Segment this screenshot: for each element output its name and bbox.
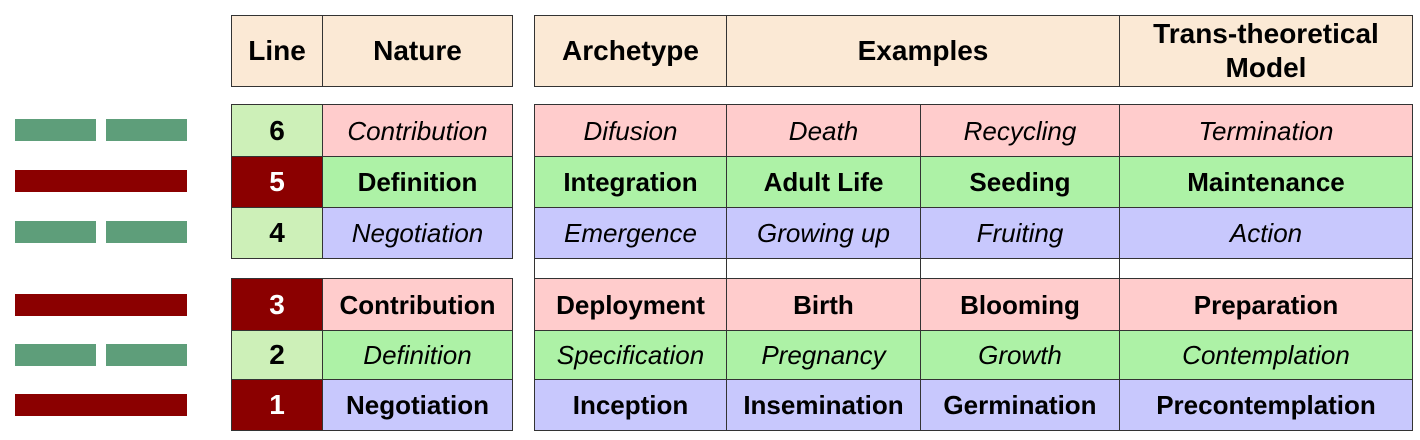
yin-segment-right xyxy=(106,344,187,366)
line-number-3: 3 xyxy=(231,278,323,331)
model-5: Maintenance xyxy=(1119,156,1413,208)
archetype-3: Deployment xyxy=(534,278,727,331)
header-line: Line xyxy=(231,15,323,87)
yin-segment-left xyxy=(15,344,96,366)
spacer-example-plant xyxy=(920,258,1120,279)
example-plant-3: Blooming xyxy=(920,278,1120,331)
header-trans-theoretical-model: Trans-theoretical Model xyxy=(1119,15,1413,87)
line-number-5: 5 xyxy=(231,156,323,208)
yin-segment-right xyxy=(106,221,187,243)
hexagram-line-3 xyxy=(15,294,187,316)
example-human-3: Birth xyxy=(726,278,921,331)
archetype-5: Integration xyxy=(534,156,727,208)
model-6: Termination xyxy=(1119,104,1413,157)
hexagram-line-2 xyxy=(15,344,187,366)
model-2: Contemplation xyxy=(1119,330,1413,380)
example-plant-1: Germination xyxy=(920,379,1120,431)
spacer-example-human xyxy=(726,258,921,279)
nature-2: Definition xyxy=(322,330,513,380)
yang-segment xyxy=(15,394,187,416)
hexagram-line-1 xyxy=(15,394,187,416)
archetype-2: Specification xyxy=(534,330,727,380)
example-human-2: Pregnancy xyxy=(726,330,921,380)
hexagram-line-6 xyxy=(15,119,187,141)
nature-5: Definition xyxy=(322,156,513,208)
yang-segment xyxy=(15,170,187,192)
hexagram-line-4 xyxy=(15,221,187,243)
line-number-4: 4 xyxy=(231,207,323,259)
example-human-5: Adult Life xyxy=(726,156,921,208)
nature-6: Contribution xyxy=(322,104,513,157)
line-number-2: 2 xyxy=(231,330,323,380)
model-1: Precontemplation xyxy=(1119,379,1413,431)
example-human-1: Insemination xyxy=(726,379,921,431)
archetype-1: Inception xyxy=(534,379,727,431)
model-4: Action xyxy=(1119,207,1413,259)
yin-segment-left xyxy=(15,221,96,243)
nature-1: Negotiation xyxy=(322,379,513,431)
nature-4: Negotiation xyxy=(322,207,513,259)
example-plant-5: Seeding xyxy=(920,156,1120,208)
line-number-1: 1 xyxy=(231,379,323,431)
example-human-6: Death xyxy=(726,104,921,157)
hexagram-line-5 xyxy=(15,170,187,192)
spacer-archetype xyxy=(534,258,727,279)
example-plant-4: Fruiting xyxy=(920,207,1120,259)
header-archetype: Archetype xyxy=(534,15,727,87)
archetype-4: Emergence xyxy=(534,207,727,259)
header-nature: Nature xyxy=(322,15,513,87)
header-examples: Examples xyxy=(726,15,1120,87)
nature-3: Contribution xyxy=(322,278,513,331)
model-3: Preparation xyxy=(1119,278,1413,331)
example-human-4: Growing up xyxy=(726,207,921,259)
yin-segment-right xyxy=(106,119,187,141)
yang-segment xyxy=(15,294,187,316)
example-plant-6: Recycling xyxy=(920,104,1120,157)
example-plant-2: Growth xyxy=(920,330,1120,380)
spacer-model xyxy=(1119,258,1413,279)
archetype-6: Difusion xyxy=(534,104,727,157)
yin-segment-left xyxy=(15,119,96,141)
line-number-6: 6 xyxy=(231,104,323,157)
